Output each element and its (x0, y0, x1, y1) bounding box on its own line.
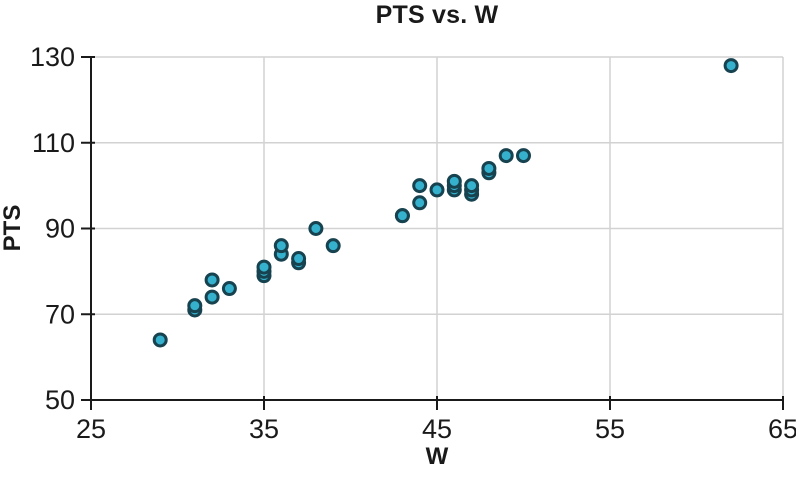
data-point (308, 221, 324, 236)
data-point (204, 289, 220, 305)
x-tick-label: 45 (422, 414, 452, 444)
data-point (429, 182, 445, 198)
data-point (412, 178, 428, 194)
data-point (446, 173, 462, 189)
chart-title: PTS vs. W (375, 1, 499, 29)
data-point (412, 195, 428, 211)
x-tick-label: 35 (249, 414, 279, 444)
x-tick-label: 25 (76, 414, 106, 444)
data-point (221, 281, 237, 297)
y-tick-label: 50 (45, 385, 75, 415)
y-tick-label: 90 (45, 214, 75, 244)
data-point (291, 251, 307, 267)
data-point (204, 272, 220, 288)
x-tick-label: 55 (595, 414, 625, 444)
y-tick-label: 110 (32, 128, 75, 158)
data-point (481, 160, 497, 176)
data-point (187, 298, 203, 314)
y-tick-label: 70 (45, 299, 75, 329)
y-tick-label: 130 (30, 42, 75, 72)
data-point (394, 208, 410, 224)
data-point (273, 238, 289, 254)
data-point (516, 148, 531, 164)
data-point (498, 148, 514, 164)
data-point (723, 58, 739, 74)
data-point (256, 259, 272, 275)
data-point (152, 332, 168, 348)
x-tick-label: 65 (768, 414, 796, 444)
data-point (464, 178, 480, 194)
data-point (325, 238, 341, 254)
x-axis-label: W (425, 443, 449, 470)
